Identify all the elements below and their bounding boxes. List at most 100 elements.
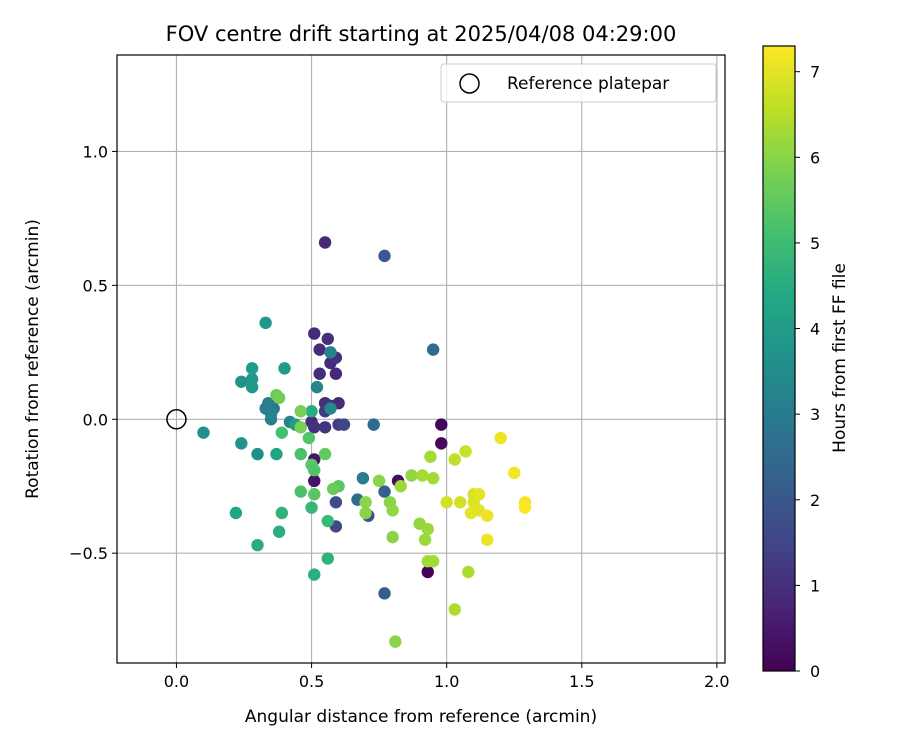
data-point <box>245 362 259 375</box>
data-point <box>272 391 286 405</box>
data-point <box>308 568 321 581</box>
x-tick-label: 0.5 <box>299 672 324 691</box>
data-point <box>275 426 289 439</box>
data-point <box>305 501 318 514</box>
data-point <box>424 450 437 463</box>
data-point <box>251 447 264 461</box>
data-point <box>321 552 334 565</box>
data-point <box>378 485 391 498</box>
data-points <box>197 236 532 648</box>
colorbar-tick-label: 7 <box>810 63 820 82</box>
data-point <box>416 469 429 482</box>
legend-label-reference-platepar: Reference platepar <box>507 74 669 94</box>
colorbar-tick-label: 6 <box>810 148 820 167</box>
data-point <box>394 480 407 493</box>
colorbar-tick-label: 5 <box>810 234 820 253</box>
data-point <box>308 421 321 434</box>
data-point <box>372 474 386 488</box>
data-point <box>337 418 351 431</box>
data-point <box>494 431 507 445</box>
data-point <box>294 405 307 418</box>
data-point <box>318 421 332 434</box>
data-point <box>435 418 448 431</box>
x-tick-label: 1.0 <box>434 672 459 691</box>
data-point <box>421 565 434 579</box>
data-point <box>518 501 532 514</box>
data-point <box>278 362 291 375</box>
data-point <box>318 447 332 461</box>
x-tick-label: 2.0 <box>704 672 729 691</box>
data-point <box>245 380 259 394</box>
colorbar: 0 1 2 3 4 5 6 7 Hours from first FF file <box>762 45 850 681</box>
reference-platepar-marker <box>166 409 187 430</box>
data-point <box>313 343 326 356</box>
data-point <box>481 533 494 546</box>
data-point <box>405 469 418 482</box>
data-point <box>275 506 289 520</box>
y-tick-label: 0.5 <box>83 276 108 295</box>
data-point <box>324 346 337 359</box>
data-point <box>308 327 321 340</box>
grid-lines <box>117 55 725 663</box>
data-point <box>251 538 264 552</box>
data-point <box>197 426 210 439</box>
data-point <box>272 525 286 538</box>
data-point <box>359 506 372 520</box>
data-point <box>378 249 391 263</box>
data-point <box>426 343 440 356</box>
data-point <box>386 504 399 517</box>
y-axis-label: Rotation from reference (arcmin) <box>23 219 43 499</box>
data-point <box>367 418 380 431</box>
colorbar-ticks: 0 1 2 3 4 5 6 7 <box>795 63 820 681</box>
data-point <box>308 474 321 488</box>
data-point <box>294 421 307 434</box>
colorbar-gradient <box>762 45 796 672</box>
data-point <box>329 367 343 380</box>
data-point <box>421 522 434 536</box>
data-point <box>305 405 318 418</box>
y-tick-label: 1.0 <box>83 142 108 161</box>
data-point <box>359 496 372 509</box>
data-point <box>448 603 461 616</box>
colorbar-tick-label: 2 <box>810 491 820 510</box>
data-point <box>418 533 432 546</box>
colorbar-tick-label: 1 <box>810 576 820 595</box>
data-point <box>235 437 248 450</box>
colorbar-tick-label: 0 <box>810 662 820 681</box>
data-point <box>329 496 343 509</box>
data-point <box>356 471 370 485</box>
plot-background <box>117 55 725 663</box>
data-point <box>235 375 248 388</box>
x-axis-ticks: 0.0 0.5 1.0 1.5 2.0 <box>164 663 730 691</box>
data-point <box>324 402 337 415</box>
chart-title: FOV centre drift starting at 2025/04/08 … <box>166 22 677 46</box>
data-point <box>508 466 521 480</box>
data-point <box>453 496 467 509</box>
y-tick-label: 0.0 <box>83 410 108 429</box>
data-point <box>448 453 461 466</box>
y-axis-ticks: −0.5 0.0 0.5 1.0 <box>69 142 117 563</box>
colorbar-label: Hours from first FF file <box>830 263 850 453</box>
data-point <box>308 488 321 501</box>
legend: Reference platepar <box>440 63 717 103</box>
data-point <box>310 380 324 394</box>
data-point <box>308 463 321 477</box>
data-point <box>378 587 391 600</box>
x-axis-label: Angular distance from reference (arcmin) <box>245 707 597 727</box>
plot-frame <box>116 54 726 664</box>
data-point <box>264 407 278 421</box>
data-point <box>302 431 316 445</box>
data-point <box>426 555 440 568</box>
x-tick-label: 0.0 <box>164 672 189 691</box>
data-point <box>459 445 472 458</box>
data-point <box>389 635 402 648</box>
data-point <box>481 509 494 522</box>
data-point <box>321 514 334 528</box>
data-point <box>321 332 334 346</box>
y-tick-label: −0.5 <box>69 544 108 563</box>
legend-open-circle-marker <box>459 73 480 94</box>
data-point <box>259 316 272 330</box>
data-point <box>313 367 326 380</box>
data-point <box>318 236 332 249</box>
